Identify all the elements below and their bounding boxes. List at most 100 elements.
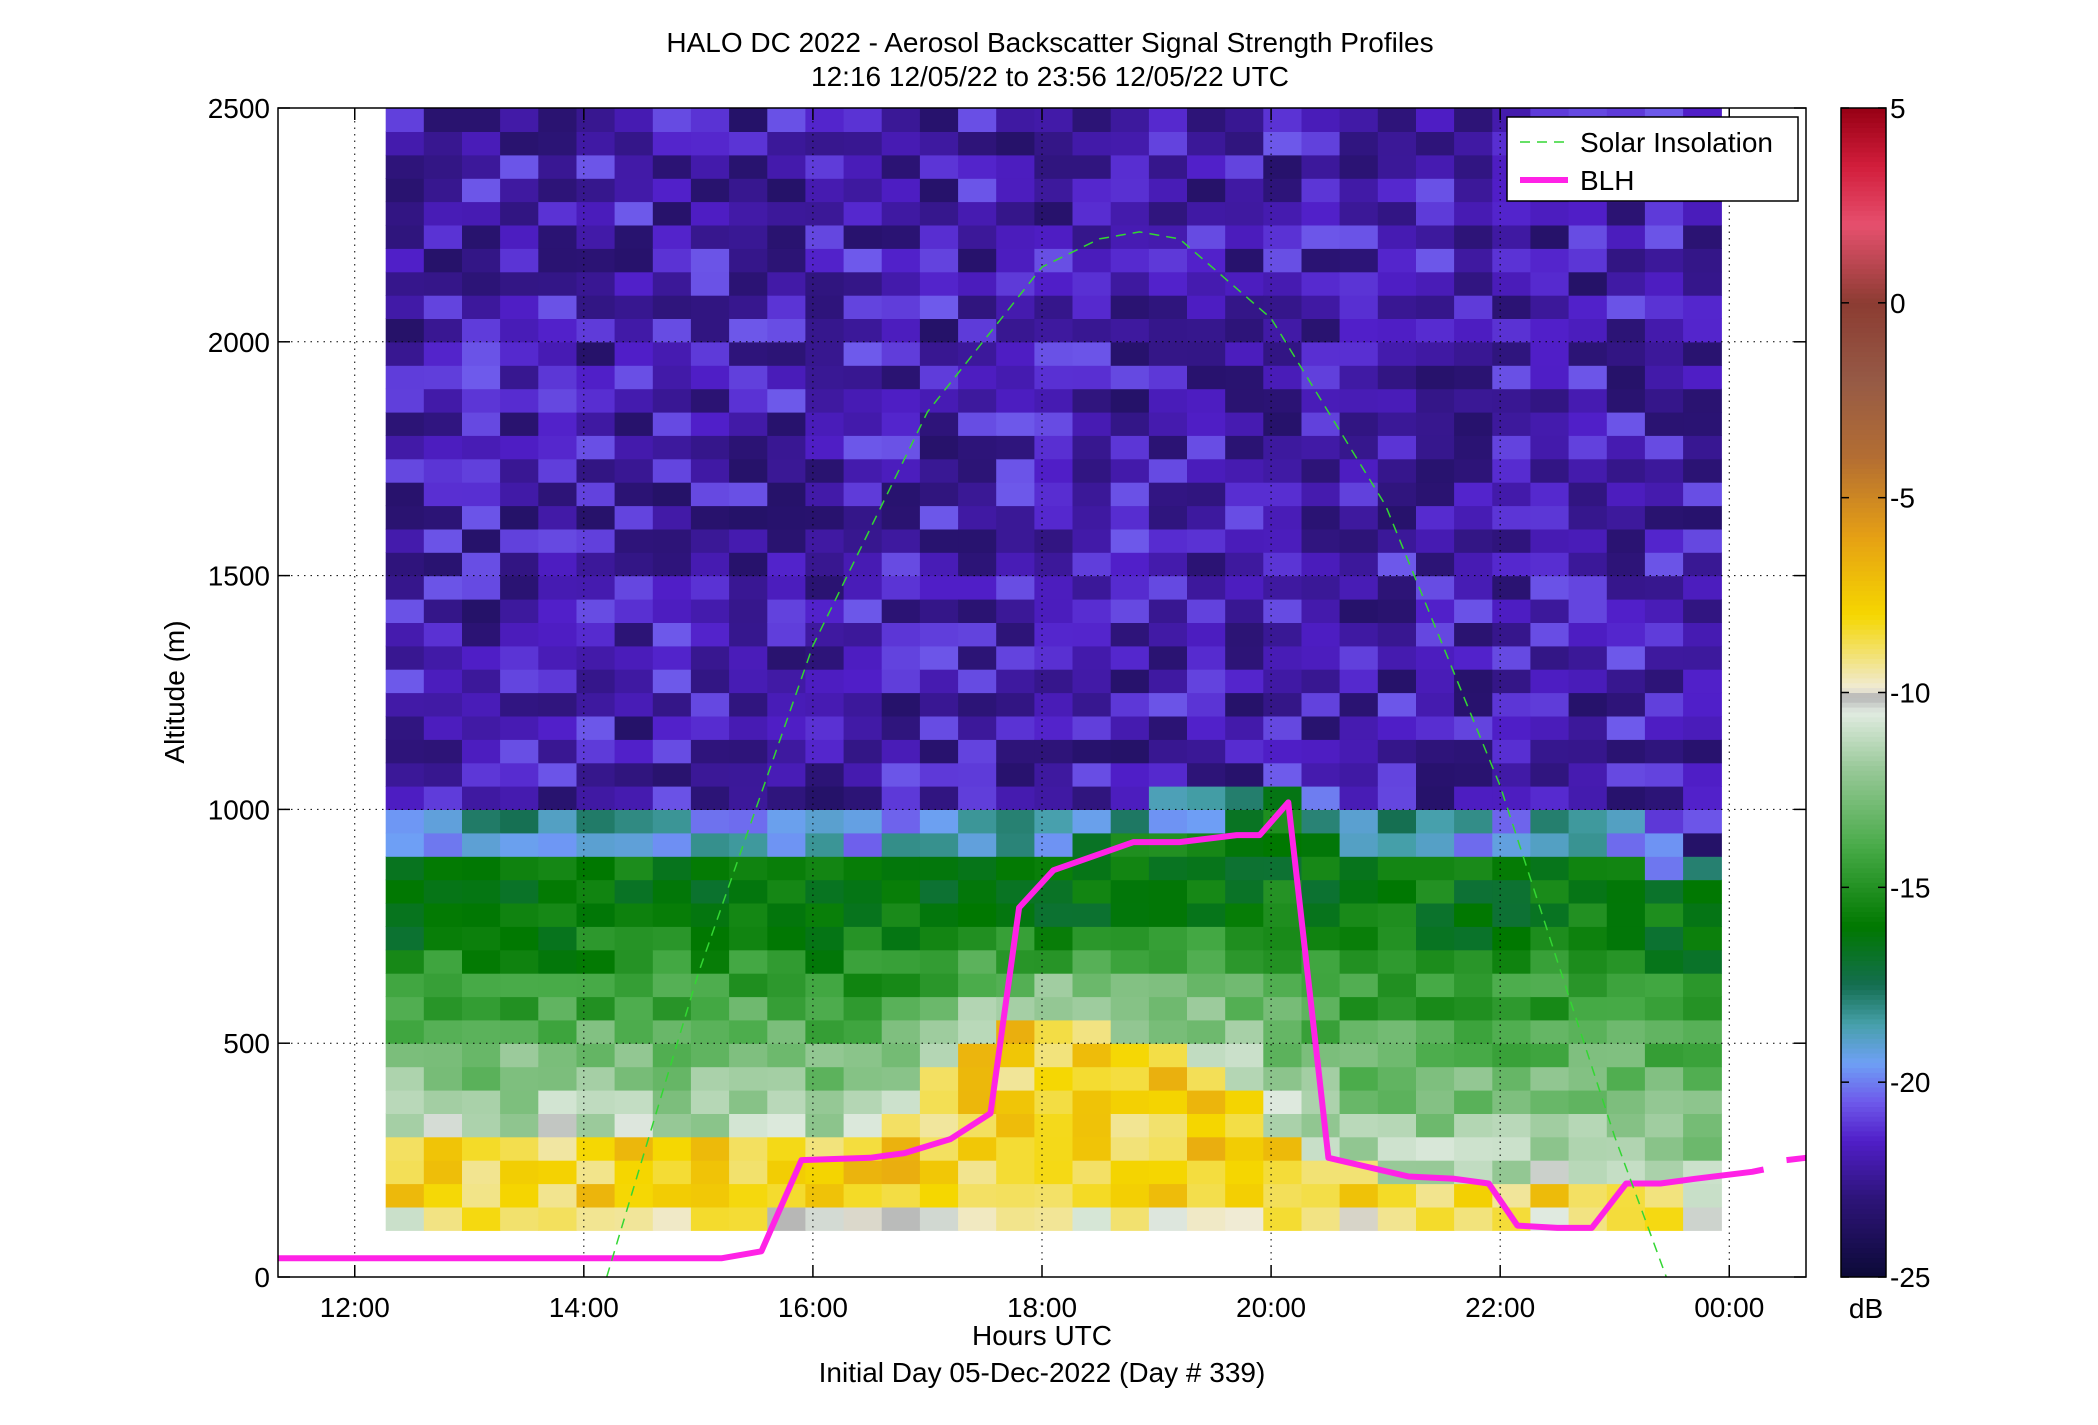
heatmap-cell [576, 178, 616, 203]
colorbar-step [1841, 658, 1886, 664]
colorbar-step [1841, 624, 1886, 630]
heatmap-cell [1225, 458, 1264, 483]
heatmap-cell [1263, 1043, 1303, 1068]
heatmap-cell [729, 1066, 768, 1091]
heatmap-cell [614, 575, 654, 600]
heatmap-cell [462, 575, 501, 600]
y-tick-label: 1500 [208, 561, 270, 592]
heatmap-cell [1301, 1160, 1341, 1185]
heatmap-cell [1187, 458, 1226, 483]
heatmap-cell [843, 692, 883, 717]
colorbar-step [1841, 599, 1886, 606]
heatmap-cell [1530, 832, 1570, 857]
heatmap-cell [881, 575, 921, 600]
heatmap-cell [843, 973, 883, 998]
heatmap-cell [1072, 809, 1112, 834]
heatmap-cell [805, 365, 845, 390]
colorbar-step [1841, 945, 1886, 952]
heatmap-cell [1339, 505, 1379, 530]
heatmap-cell [843, 599, 883, 623]
heatmap-cell [1339, 645, 1379, 670]
heatmap-cell [385, 739, 425, 764]
heatmap-cell [919, 341, 959, 366]
heatmap-cell [1644, 318, 1684, 343]
heatmap-cell [1110, 271, 1150, 296]
colorbar-step [1841, 1009, 1886, 1015]
heatmap-cell [881, 178, 921, 203]
heatmap-cell [1606, 1113, 1646, 1138]
heatmap-cell [767, 1066, 807, 1091]
heatmap-cell [576, 786, 616, 810]
heatmap-cell [1187, 1160, 1226, 1185]
heatmap-cell [881, 856, 921, 881]
heatmap-cell [652, 786, 692, 810]
heatmap-cell [462, 341, 501, 366]
heatmap-cell [690, 1206, 730, 1231]
colorbar-step [1841, 322, 1886, 328]
heatmap-cell [1454, 622, 1493, 647]
heatmap-cell [538, 599, 578, 623]
heatmap-cell [1187, 388, 1226, 413]
heatmap-cell [958, 411, 997, 436]
heatmap-cell [1225, 926, 1264, 951]
heatmap-cell [958, 926, 997, 951]
heatmap-cell [652, 739, 692, 764]
heatmap-cell [652, 295, 692, 319]
heatmap-cell [1454, 1019, 1493, 1044]
heatmap-cell [423, 645, 463, 670]
heatmap-cell [843, 669, 883, 694]
heatmap-cell [576, 973, 616, 998]
heatmap-cell [1034, 295, 1074, 319]
heatmap-cell [1377, 692, 1417, 717]
heatmap-cell [385, 715, 425, 740]
heatmap-cell [1110, 715, 1150, 740]
heatmap-cell [1492, 622, 1532, 647]
heatmap-cell [843, 318, 883, 343]
heatmap-cell [500, 1136, 539, 1161]
heatmap-cell [1644, 201, 1684, 226]
heatmap-cell [1530, 458, 1570, 483]
heatmap-cell [996, 108, 1035, 132]
heatmap-cell [538, 201, 578, 226]
heatmap-cell [1148, 809, 1188, 834]
heatmap-cell [652, 692, 692, 717]
heatmap-cell [385, 1066, 425, 1091]
colorbar-step [1841, 1048, 1886, 1054]
heatmap-cell [462, 248, 501, 273]
heatmap-cell [1148, 1066, 1188, 1091]
heatmap-cell [1377, 482, 1417, 507]
heatmap-cell [1377, 1043, 1417, 1068]
heatmap-cell [767, 528, 807, 553]
heatmap-cell [1568, 411, 1608, 436]
heatmap-cell [1225, 599, 1264, 623]
heatmap-cell [1301, 996, 1341, 1021]
heatmap-cell [1568, 552, 1608, 577]
heatmap-cell [919, 1019, 959, 1044]
heatmap-cell [1377, 809, 1417, 834]
heatmap-cell [1606, 902, 1646, 927]
heatmap-cell [996, 1160, 1035, 1185]
heatmap-cell [1377, 1113, 1417, 1138]
heatmap-cell [1034, 832, 1074, 857]
heatmap-cell [767, 692, 807, 717]
heatmap-cell [1683, 528, 1722, 553]
colorbar-step [1841, 1018, 1886, 1025]
heatmap-cell [1034, 715, 1074, 740]
heatmap-cell [767, 879, 807, 904]
colorbar-step [1841, 176, 1886, 182]
heatmap-cell [1301, 692, 1341, 717]
heatmap-cell [729, 645, 768, 670]
heatmap-cell [690, 1090, 730, 1114]
colorbar-step [1841, 750, 1886, 757]
heatmap-cell [1339, 715, 1379, 740]
heatmap-cell [614, 248, 654, 273]
heatmap-cell [1644, 411, 1684, 436]
heatmap-cell [576, 599, 616, 623]
colorbar-step [1841, 273, 1886, 279]
heatmap-cell [423, 1066, 463, 1091]
colorbar-step [1841, 1203, 1886, 1210]
heatmap-cell [1110, 692, 1150, 717]
heatmap-cell [1263, 224, 1303, 249]
heatmap-cell [729, 809, 768, 834]
heatmap-cell [500, 458, 539, 483]
